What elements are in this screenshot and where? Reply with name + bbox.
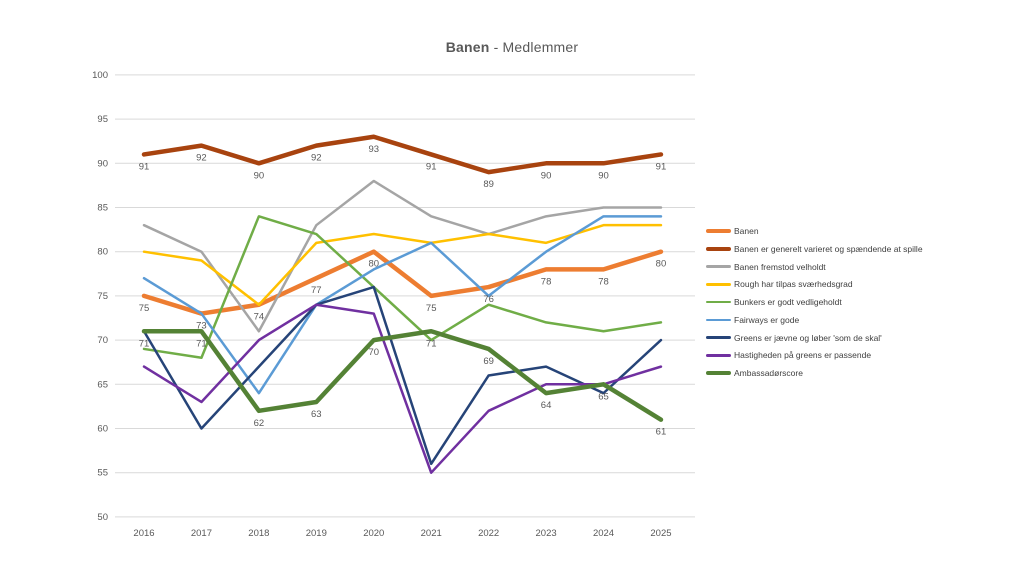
data-label-series-8: 61 — [656, 427, 667, 438]
legend-item-5: Fairways er gode — [706, 313, 799, 327]
x-axis-tick-label: 2018 — [248, 528, 269, 539]
legend-item-4: Bunkers er godt vedligeholdt — [706, 295, 842, 309]
data-label-series-1: 91 — [656, 161, 667, 172]
y-axis-tick-label: 80 — [97, 247, 108, 258]
data-label-series-8: 71 — [139, 338, 150, 349]
data-label-series-8: 69 — [483, 356, 494, 367]
legend-swatch-icon — [706, 354, 731, 357]
data-label-series-1: 90 — [254, 170, 265, 181]
x-axis-tick-label: 2023 — [536, 528, 557, 539]
data-label-series-8: 71 — [196, 338, 207, 349]
data-label-series-1: 93 — [368, 144, 379, 155]
y-axis-tick-label: 50 — [97, 512, 108, 523]
legend-swatch-icon — [706, 371, 731, 376]
legend-swatch-icon — [706, 300, 731, 304]
series-line-4 — [142, 215, 663, 360]
x-axis-tick-label: 2020 — [363, 528, 384, 539]
series-line-2 — [142, 179, 663, 333]
y-axis-tick-label: 95 — [97, 114, 108, 125]
data-label-series-0: 78 — [541, 276, 552, 287]
series-line-0 — [141, 249, 664, 316]
legend-label: Banen — [734, 226, 759, 236]
legend-swatch-icon — [706, 265, 731, 268]
legend-label: Fairways er gode — [734, 314, 800, 325]
x-axis-tick-label: 2017 — [191, 528, 212, 539]
x-axis-tick-label: 2025 — [650, 528, 671, 539]
data-label-series-0: 76 — [483, 294, 494, 305]
legend-swatch-icon — [706, 246, 731, 251]
data-label-series-0: 73 — [196, 321, 207, 332]
y-axis-tick-label: 75 — [97, 291, 108, 302]
legend-item-0: Banen — [706, 224, 759, 238]
data-label-series-8: 71 — [426, 338, 437, 349]
series-line-5 — [142, 215, 663, 395]
y-axis-tick-label: 100 — [92, 70, 108, 81]
legend-item-6: Greens er jævne og løber 'som de skal' — [706, 331, 882, 345]
data-label-series-1: 89 — [483, 179, 494, 190]
x-axis-tick-label: 2024 — [593, 528, 614, 539]
legend-item-3: Rough har tilpas sværhedsgrad — [706, 277, 853, 291]
chart-title-suffix: - Medlemmer — [489, 39, 579, 55]
chart-title: Banen - Medlemmer — [0, 39, 1024, 55]
chart-title-prefix: Banen — [445, 39, 490, 55]
data-label-series-0: 74 — [254, 312, 265, 323]
y-axis-tick-label: 55 — [97, 468, 108, 479]
data-label-series-0: 75 — [426, 303, 437, 314]
y-axis-tick-label: 85 — [97, 203, 108, 214]
data-label-series-0: 80 — [368, 259, 379, 270]
x-axis-tick-label: 2016 — [133, 528, 154, 539]
legend-item-2: Banen fremstod velholdt — [706, 260, 826, 274]
legend-item-7: Hastigheden på greens er passende — [706, 348, 871, 362]
legend-label: Greens er jævne og løber 'som de skal' — [734, 332, 882, 343]
legend-item-1: Banen er generelt varieret og spændende … — [706, 242, 923, 256]
y-axis-tick-label: 90 — [97, 158, 108, 169]
x-axis-tick-label: 2019 — [306, 528, 327, 539]
legend-item-8: Ambassadørscore — [706, 366, 803, 380]
series-line-3 — [142, 223, 663, 306]
data-label-series-1: 92 — [311, 153, 322, 164]
x-axis-tick-label: 2021 — [421, 528, 442, 539]
x-axis-tick-label: 2022 — [478, 528, 499, 539]
data-label-series-0: 80 — [656, 259, 667, 270]
series-line-6 — [142, 285, 663, 466]
legend-label: Banen er generelt varieret og spændende … — [734, 243, 923, 254]
data-label-series-0: 78 — [598, 276, 609, 287]
data-label-series-8: 64 — [541, 400, 552, 411]
y-axis-tick-label: 70 — [97, 335, 108, 346]
series-line-1 — [141, 134, 664, 175]
data-label-series-1: 91 — [139, 161, 150, 172]
data-label-series-8: 65 — [598, 391, 609, 402]
legend-swatch-icon — [706, 336, 731, 339]
legend-label: Bunkers er godt vedligeholdt — [734, 297, 842, 308]
legend-label: Hastigheden på greens er passende — [734, 350, 872, 361]
legend-label: Ambassadørscore — [734, 368, 803, 379]
data-label-series-1: 90 — [598, 170, 609, 181]
series-line-8 — [141, 329, 664, 422]
legend-label: Banen fremstod velholdt — [734, 261, 826, 272]
data-label-series-0: 75 — [139, 303, 150, 314]
data-label-series-1: 92 — [196, 153, 207, 164]
y-axis-tick-label: 65 — [97, 379, 108, 390]
data-label-series-8: 70 — [368, 347, 379, 358]
data-label-series-8: 62 — [254, 418, 265, 429]
y-axis-tick-label: 60 — [97, 424, 108, 435]
data-label-series-8: 63 — [311, 409, 322, 420]
data-label-series-0: 77 — [311, 285, 322, 296]
data-label-series-1: 90 — [541, 170, 552, 181]
legend-swatch-icon — [706, 318, 731, 322]
legend-label: Rough har tilpas sværhedsgrad — [734, 279, 853, 290]
legend-swatch-icon — [706, 283, 731, 286]
data-label-series-1: 91 — [426, 161, 437, 172]
legend-swatch-icon — [706, 229, 731, 233]
